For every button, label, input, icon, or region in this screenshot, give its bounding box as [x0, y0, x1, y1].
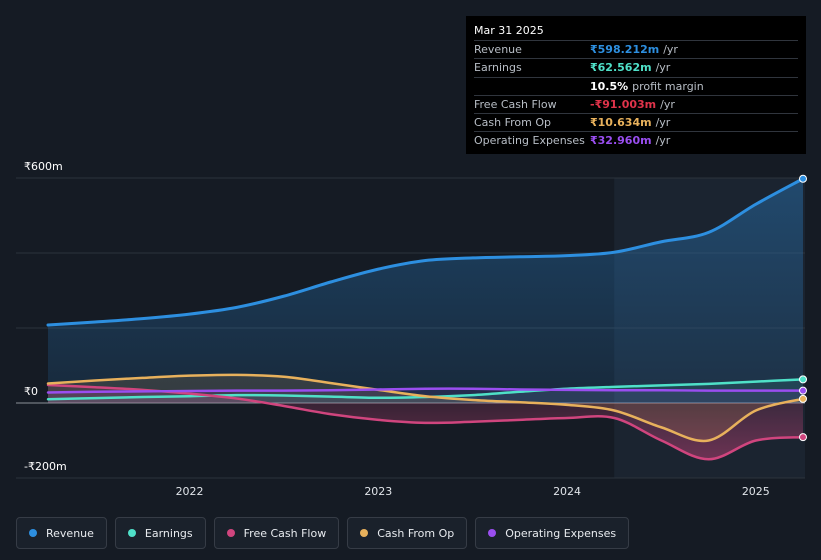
- series-end-marker-revenue: [799, 174, 807, 183]
- tooltip-row: Free Cash Flow -₹91.003m/yr: [474, 94, 798, 113]
- legend-item-label: Earnings: [144, 526, 193, 540]
- tooltip-row: Cash From Op ₹10.634m/yr: [474, 113, 798, 131]
- x-tick-label: 2024: [553, 485, 581, 498]
- tooltip-row-label: Operating Expenses: [474, 134, 585, 148]
- legend-dot-icon: [488, 529, 497, 537]
- legend-item-free-cash-flow[interactable]: Free Cash Flow: [213, 517, 340, 549]
- legend-dot-icon: [226, 529, 235, 537]
- series-lines: [46, 177, 805, 461]
- series-end-markers: [799, 174, 807, 442]
- series-area-revenue: [48, 178, 803, 403]
- tooltip-row-unit: /yr: [655, 134, 671, 148]
- tooltip-row-label: Cash From Op: [474, 116, 552, 130]
- legend-dot-icon: [360, 529, 369, 537]
- tooltip-row-label: Revenue: [474, 43, 522, 56]
- tooltip-row-value: ₹32.960m: [590, 134, 652, 148]
- series-end-marker-earnings: [799, 375, 807, 384]
- legend-item-operating-expenses[interactable]: Operating Expenses: [475, 517, 630, 549]
- series-line-operating-expenses: [46, 387, 805, 394]
- tooltip-row-unit: profit margin: [632, 79, 704, 93]
- legend-dot-icon: [127, 529, 136, 537]
- legend-item-revenue[interactable]: Revenue: [16, 517, 107, 549]
- tooltip-row: Operating Expenses ₹32.960m/yr: [474, 131, 798, 149]
- tooltip-row-label: [474, 78, 590, 95]
- series-end-marker-free-cash-flow: [799, 433, 807, 442]
- legend-item-label: Free Cash Flow: [243, 526, 327, 540]
- tooltip-row-unit: /yr: [655, 116, 671, 130]
- tooltip-row: 10.5% profit margin: [474, 76, 798, 95]
- tooltip-row-unit: /yr: [660, 97, 675, 111]
- tooltip-date: Mar 31 2025: [474, 24, 544, 37]
- tooltip-row: Earnings ₹62.562m/yr: [474, 58, 798, 76]
- legend-item-label: Operating Expenses: [505, 526, 617, 540]
- x-tick-label: 2023: [364, 485, 392, 498]
- tooltip-row-unit: /yr: [655, 61, 671, 75]
- y-label-top: ₹600m: [24, 160, 63, 173]
- series-line-free-cash-flow: [46, 383, 805, 461]
- y-label-bottom: -₹200m: [24, 460, 67, 473]
- tooltip-row-label: Earnings: [474, 61, 522, 75]
- x-tick-label: 2025: [742, 485, 770, 498]
- series-line-cash-from-op: [46, 373, 805, 443]
- series-end-marker-operating-expenses: [799, 386, 807, 395]
- legend-item-label: Revenue: [46, 526, 94, 540]
- chart-legend: Revenue Earnings Free Cash Flow Cash From O…: [16, 517, 630, 549]
- series-line-revenue: [46, 177, 805, 327]
- tooltip-row-unit: /yr: [663, 43, 678, 56]
- legend-dot-icon: [29, 529, 37, 537]
- x-tick-label: 2022: [176, 485, 204, 498]
- tooltip-row-label: Free Cash Flow: [474, 97, 557, 111]
- legend-item-earnings[interactable]: Earnings: [114, 517, 206, 549]
- x-axis-ticks: 2022 2023 2024 2025: [176, 485, 770, 498]
- y-label-zero: ₹0: [24, 385, 38, 398]
- tooltip-row-value: 10.5%: [590, 79, 629, 93]
- tooltip-row: Revenue ₹598.212m/yr: [474, 40, 798, 58]
- legend-item-label: Cash From Op: [377, 526, 455, 540]
- tooltip-row-value: ₹62.562m: [590, 61, 652, 75]
- tooltip-row-value: -₹91.003m: [590, 97, 657, 111]
- tooltip-rows: Revenue ₹598.212m/yr Earnings ₹62.562m/yr 10…: [474, 40, 798, 150]
- data-tooltip: Mar 31 2025 Revenue ₹598.212m/yr Earnings ₹…: [466, 16, 806, 154]
- tooltip-row-value: ₹10.634m: [590, 116, 652, 130]
- series-area-earnings: [48, 379, 803, 403]
- tooltip-row-value: ₹598.212m: [590, 43, 660, 56]
- legend-item-cash-from-op[interactable]: Cash From Op: [347, 517, 468, 549]
- series-end-marker-cash-from-op: [799, 394, 807, 403]
